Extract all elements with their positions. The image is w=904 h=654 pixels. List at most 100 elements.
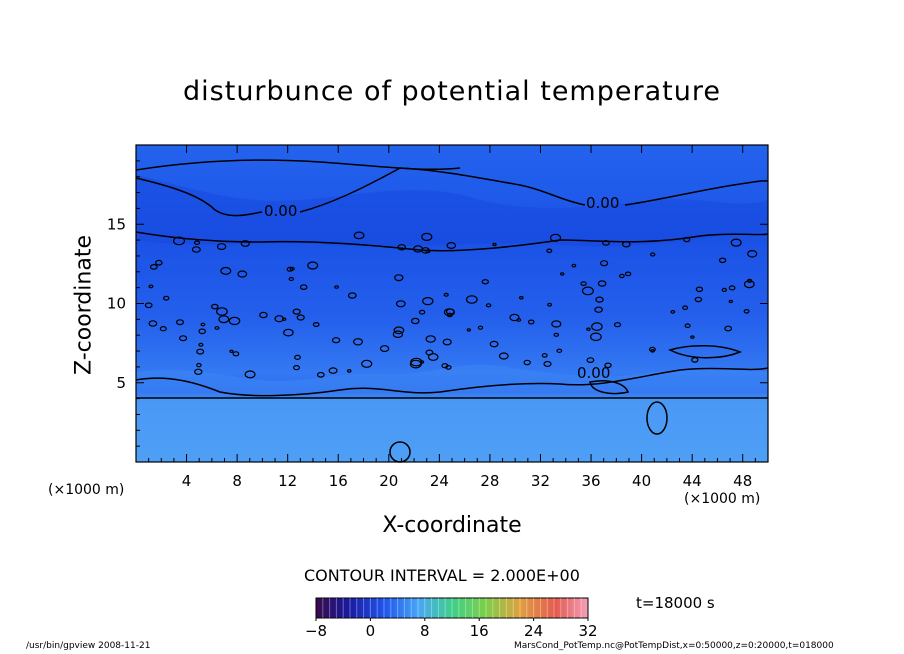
- contour-speckle: [191, 246, 201, 253]
- contour-speckle: [328, 367, 338, 374]
- contour-speckle: [413, 245, 424, 253]
- contour-speckle: [492, 242, 497, 247]
- contour-interval-text: CONTOUR INTERVAL = 2.000E+00: [304, 566, 580, 585]
- contour-speckle: [746, 278, 753, 283]
- contour-speckle: [624, 271, 632, 277]
- contour-blob-upper-right: [667, 344, 743, 359]
- contour-speckle: [173, 236, 186, 246]
- contour-speckle: [586, 327, 591, 331]
- contour-speckle: [586, 357, 595, 364]
- contour-speckle: [286, 266, 294, 272]
- contour-speckle: [198, 342, 204, 347]
- contour-speckle: [549, 233, 562, 242]
- contour-speckle: [556, 348, 563, 353]
- contour-speckle: [690, 335, 695, 339]
- x-tick-label: 20: [379, 472, 398, 490]
- contour-speckles: [144, 231, 758, 379]
- contour-speckle: [353, 338, 364, 346]
- contour-speckle: [425, 349, 434, 356]
- colorbar-tick-label: 0: [366, 622, 376, 640]
- contour-speckle: [547, 302, 553, 307]
- contour-speckle: [418, 309, 426, 315]
- contour-speckle: [728, 285, 736, 291]
- contour-speckle: [580, 281, 587, 287]
- colorbar-tick-label: −8: [305, 622, 327, 640]
- contour-speckle: [293, 365, 301, 371]
- contour-speckle: [597, 280, 607, 287]
- contour-speckle: [445, 308, 455, 315]
- contour-upper-left: [135, 177, 263, 217]
- contour-upper-mid: [299, 167, 586, 213]
- contour-speckle: [176, 319, 185, 326]
- contour-speckle: [211, 303, 219, 310]
- x-tick-label: 16: [329, 472, 348, 490]
- x-tick-label: 48: [733, 472, 752, 490]
- contour-speckle: [527, 319, 535, 325]
- contour-speckle: [599, 260, 609, 267]
- contour-speckle: [410, 317, 420, 325]
- contour-speckle: [198, 328, 207, 335]
- x-tick-label: 24: [430, 472, 449, 490]
- x-axis-ticks: 4 8 12 16 20 24 28 32 36 40 44 48: [148, 145, 756, 490]
- contour-speckle: [498, 352, 509, 360]
- contour-speckle: [307, 261, 319, 270]
- contour-speckle: [220, 266, 232, 275]
- colorbar: [315, 597, 589, 619]
- contour-speckle: [216, 243, 227, 251]
- contour-speckle: [718, 257, 727, 264]
- contour-speckle: [229, 349, 234, 353]
- contour-speckle: [590, 332, 602, 342]
- contour-speckle: [683, 236, 691, 243]
- x-axis-unit-right: (×1000 m): [684, 491, 761, 507]
- contour-speckle: [602, 239, 610, 246]
- y-tick-label: 5: [116, 374, 126, 392]
- contour-speckle: [292, 308, 301, 315]
- contour-speckle: [193, 240, 201, 246]
- contour-low-boundary: [135, 367, 769, 397]
- contour-speckle: [543, 360, 552, 367]
- contour-speckle: [743, 280, 755, 289]
- contour-speckle: [481, 279, 489, 285]
- contour-speckle: [730, 238, 742, 247]
- contour-speckle: [613, 322, 621, 328]
- footer-right: MarsCond_PotTemp.nc@PotTempDist,x=0:5000…: [514, 641, 834, 651]
- contour-speckle: [670, 310, 676, 314]
- x-tick-label: 12: [278, 472, 297, 490]
- y-tick-label: 10: [107, 295, 126, 313]
- contour-speckle: [516, 318, 522, 322]
- contour-speckle: [465, 295, 478, 304]
- contour-speckle: [684, 323, 691, 329]
- contour-speckle: [281, 317, 287, 321]
- contour-speckle: [485, 303, 492, 308]
- heatmap-field: [136, 145, 768, 462]
- contour-speckle: [489, 340, 499, 348]
- contour-speckle: [650, 252, 656, 257]
- x-tick-label: 44: [683, 472, 702, 490]
- colorbar-tick-label: 8: [420, 622, 430, 640]
- contour-top-band: [135, 159, 461, 171]
- contour-speckle: [159, 326, 167, 332]
- contour-speckle: [604, 362, 612, 369]
- contour-speckle: [425, 249, 431, 254]
- contour-speckle: [296, 314, 305, 321]
- contour-speckle: [196, 348, 205, 355]
- contour-speckle: [621, 241, 631, 248]
- colorbar-tick-label: 32: [578, 622, 597, 640]
- contour-speckle: [346, 369, 352, 373]
- x-tick-label: 4: [182, 472, 192, 490]
- contour-speckle: [409, 359, 422, 369]
- contour-label-3: 0.00: [577, 364, 610, 382]
- contour-speckle: [394, 274, 404, 282]
- contour-speckle: [232, 351, 240, 357]
- colorbar-stripes: [322, 598, 582, 618]
- contour-lines: [135, 159, 769, 463]
- contour-speckle: [421, 232, 433, 241]
- contour-label-1: 0.00: [264, 202, 297, 220]
- time-label: t=18000 s: [636, 594, 715, 612]
- contour-speckle: [215, 307, 228, 316]
- contour-speckle: [194, 368, 203, 375]
- contour-speckle: [648, 346, 656, 352]
- contour-speckle: [240, 240, 250, 247]
- y-axis-ticks: 5 10 15: [107, 160, 768, 447]
- contour-speckle: [560, 272, 565, 276]
